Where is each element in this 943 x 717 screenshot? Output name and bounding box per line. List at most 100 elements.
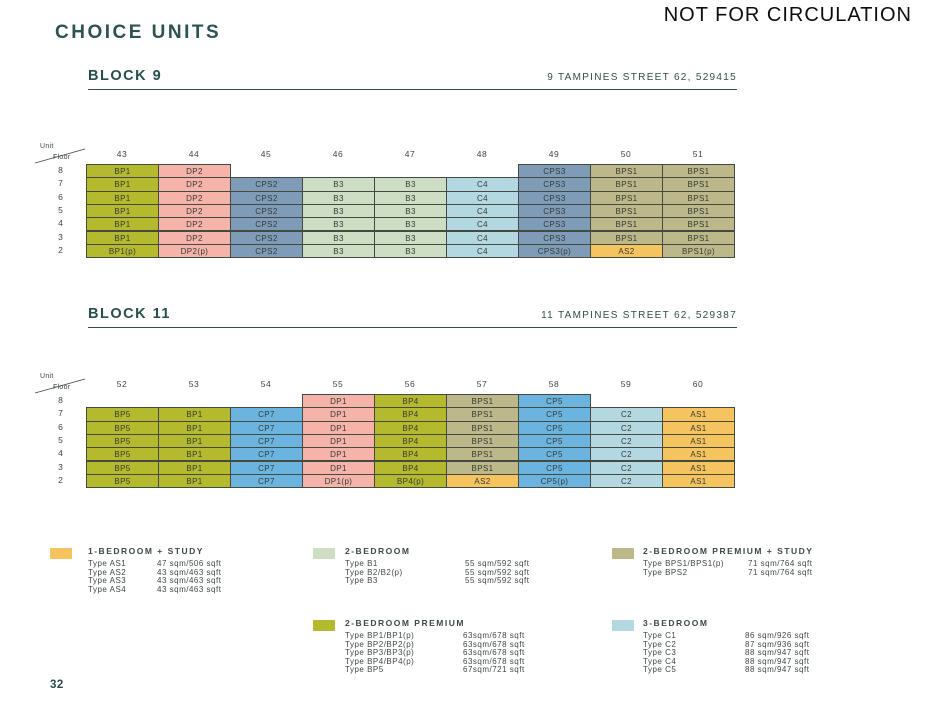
unit-cell-43-floor-8: BP1 [86, 164, 159, 179]
legend-item-type: Type AS4 [88, 584, 127, 594]
floor-number-label: 5 [58, 434, 63, 445]
unit-cell-48-floor-6: C4 [446, 190, 519, 205]
unit-cell-58-floor-5: CP5 [518, 433, 591, 449]
unit-cell-51-floor-5: BPS1 [662, 203, 735, 219]
legend-item: Type BP2/BP2(p) 63sqm/678 sqft [345, 640, 525, 650]
unit-cell-53-floor-3: BP1 [158, 460, 231, 475]
unit-cell-45-floor-5: CPS2 [230, 203, 303, 219]
unit-cell-45-floor-6: CPS2 [230, 190, 303, 205]
unit-cell-44-floor-8: DP2 [158, 164, 231, 179]
unit-cell-56-floor-3: BP4 [374, 460, 447, 475]
legend-item-size: 88 sqm/947 sqft [745, 656, 810, 666]
unit-cell-54-floor-4: CP7 [230, 447, 303, 462]
unit-cell-59-floor-6: C2 [590, 420, 663, 435]
legend-item: Type B3 55 sqm/592 sqft [345, 576, 530, 586]
unit-cell-47-floor-3: B3 [374, 230, 447, 245]
unit-cell-57-floor-4: BPS1 [446, 447, 519, 462]
floor-number-label: 3 [58, 231, 63, 242]
legend-title: 2-BEDROOM PREMIUM + STUDY [643, 546, 814, 556]
legend-color-swatch [612, 620, 634, 631]
unit-cell-44-floor-7: DP2 [158, 177, 231, 192]
legend-item-size: 67sqm/721 sqft [463, 665, 525, 674]
diagonal-divider-line [35, 378, 86, 394]
unit-cell-52-floor-7: BP5 [86, 407, 159, 422]
unit-cell-53-floor-7: BP1 [158, 407, 231, 422]
diagonal-divider-line [35, 148, 86, 164]
legend-title: 3-BEDROOM [643, 618, 709, 628]
unit-cell-55-floor-8: DP1 [302, 394, 375, 409]
unit-cell-54-floor-5: CP7 [230, 433, 303, 449]
block9-unit-grid: Unit Floor 43 44 45 46 47 48 49 50 51 8 BP1 DP2 CPS3 BP… [35, 143, 740, 262]
unit-cell-48-floor-7: C4 [446, 177, 519, 192]
unit-number-header: 59 [620, 379, 632, 389]
unit-cell-51-floor-7: BPS1 [662, 177, 735, 192]
legend-item-type: Type B3 [345, 576, 378, 585]
legend-item-size: 88 sqm/947 sqft [745, 648, 810, 657]
legend-item-size: 55 sqm/592 sqft [465, 559, 530, 568]
legend-item-type: Type B2/B2(p) [345, 567, 403, 577]
unit-cell-47-floor-4: B3 [374, 217, 447, 232]
unit-cell-43-floor-7: BP1 [86, 177, 159, 192]
unit-cell-53-floor-2: BP1 [158, 473, 231, 489]
floor-number-label: 6 [58, 191, 63, 202]
unit-cell-44-floor-2: DP2(p) [158, 243, 231, 259]
unit-cell-51-floor-8: BPS1 [662, 164, 735, 179]
legend-item-size: 86 sqm/926 sqft [745, 631, 810, 640]
legend-item-type: Type BP5 [345, 665, 384, 674]
unit-cell-60-floor-2: AS1 [662, 473, 735, 489]
legend-item: Type C3 88 sqm/947 sqft [643, 648, 810, 658]
unit-floor-corner-label: Unit Floor [35, 373, 86, 394]
floor-number-label: 3 [58, 461, 63, 472]
unit-cell-45-floor-7: CPS2 [230, 177, 303, 192]
unit-cell-57-floor-8: BPS1 [446, 394, 519, 409]
block11-name: BLOCK 11 [88, 306, 171, 322]
legend-item: Type BP3/BP3(p) 63sqm/678 sqft [345, 648, 525, 658]
unit-cell-55-floor-4: DP1 [302, 447, 375, 462]
legend-item-type: Type AS1 [88, 559, 127, 568]
unit-cell-46-floor-2: B3 [302, 243, 375, 259]
unit-cell-59-floor-4: C2 [590, 447, 663, 462]
unit-cell-50-floor-4: BPS1 [590, 217, 663, 232]
unit-cell-45-floor-3: CPS2 [230, 230, 303, 245]
unit-number-header: 51 [692, 149, 704, 159]
unit-cell-58-floor-2: CP5(p) [518, 473, 591, 489]
unit-number-header: 47 [404, 149, 416, 159]
legend-item-size: 63sqm/678 sqft [463, 656, 525, 666]
unit-cell-46-floor-5: B3 [302, 203, 375, 219]
unit-cell-49-floor-4: CPS3 [518, 217, 591, 232]
legend-title: 2-BEDROOM PREMIUM [345, 618, 465, 628]
unit-cell-56-floor-5: BP4 [374, 433, 447, 449]
legend-item: Type C5 88 sqm/947 sqft [643, 665, 809, 675]
unit-number-header: 49 [548, 149, 560, 159]
unit-cell-44-floor-6: DP2 [158, 190, 231, 205]
legend-item-type: Type C2 [643, 639, 677, 649]
unit-cell-59-floor-3: C2 [590, 460, 663, 475]
page-title: CHOICE UNITS [55, 22, 222, 43]
unit-cell-45-floor-4: CPS2 [230, 217, 303, 232]
legend-title: 1-BEDROOM + STUDY [88, 546, 204, 556]
legend-entry-2-bedroom-premium-study: 2-BEDROOM PREMIUM + STUDY Type BPS1/BPS1(… [612, 546, 813, 577]
legend-item-size: 55 sqm/592 sqft [465, 576, 530, 585]
floor-number-label: 4 [58, 218, 63, 229]
unit-cell-48-floor-4: C4 [446, 217, 519, 232]
legend-item-size: 47 sqm/506 sqft [157, 559, 222, 568]
unit-cell-58-floor-6: CP5 [518, 420, 591, 435]
unit-cell-48-floor-2: C4 [446, 243, 519, 259]
unit-cell-50-floor-6: BPS1 [590, 190, 663, 205]
floor-number-label: 2 [58, 244, 63, 255]
block11-unit-grid: Unit Floor 52 53 54 55 56 57 58 59 60 8 DP1 BP4 BPS1 CP… [35, 373, 740, 492]
legend-item: Type BP4/BP4(p) 63sqm/678 sqft [345, 656, 525, 667]
unit-number-header: 48 [476, 149, 488, 159]
floor-number-label: 7 [58, 178, 63, 189]
unit-cell-60-floor-7: AS1 [662, 407, 735, 422]
unit-cell-48-floor-5: C4 [446, 203, 519, 219]
unit-cell-44-floor-5: DP2 [158, 203, 231, 219]
legend-items: Type BP1/BP1(p) 63sqm/678 sqft Type BP2/BP… [345, 631, 525, 675]
legend-item: Type AS2 43 sqm/463 sqft [88, 567, 221, 578]
floor-number-label: 6 [58, 421, 63, 432]
legend-entry-3-bedroom: 3-BEDROOM Type C1 86 sqm/926 sqft Type C2 87… [612, 618, 809, 675]
unit-cell-51-floor-6: BPS1 [662, 190, 735, 205]
legend-item-type: Type AS2 [88, 567, 127, 577]
legend-item: Type AS1 47 sqm/506 sqft [88, 559, 222, 569]
